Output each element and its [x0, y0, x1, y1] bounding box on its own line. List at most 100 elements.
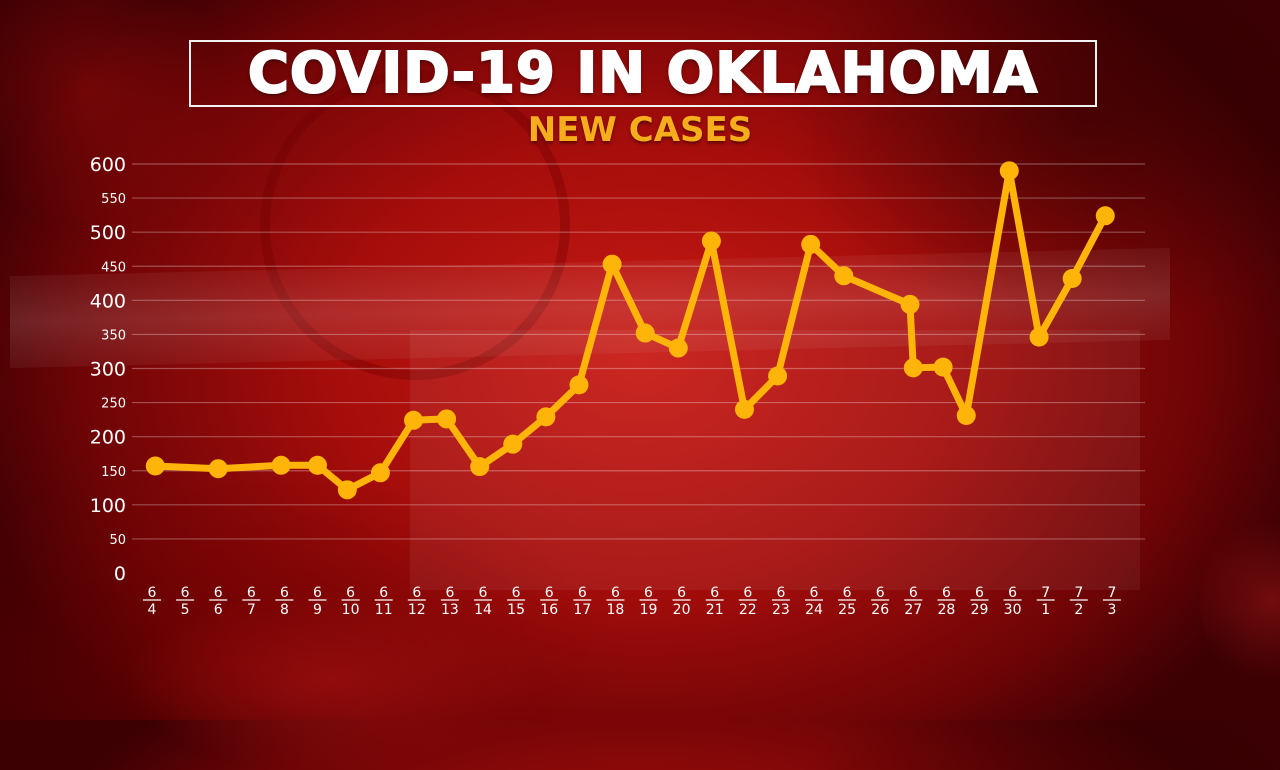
x-tick-label-day: 23 [772, 602, 790, 618]
x-tick-label-month: 6 [512, 585, 521, 601]
data-point [370, 463, 390, 483]
x-tick-label-day: 11 [375, 602, 393, 618]
x-tick-label-day: 29 [971, 602, 989, 618]
x-tick-label-day: 4 [148, 602, 157, 618]
x-tick-label-day: 14 [474, 602, 492, 618]
x-tick-label-month: 6 [313, 585, 322, 601]
x-tick-label-day: 17 [573, 602, 591, 618]
x-tick-label-month: 6 [181, 585, 190, 601]
x-tick-label-day: 25 [838, 602, 856, 618]
data-point [701, 231, 721, 251]
x-tick-label-day: 6 [214, 602, 223, 618]
data-point [635, 323, 655, 343]
data-point [602, 254, 622, 274]
x-tick-label-day: 9 [313, 602, 322, 618]
x-tick-label-day: 5 [181, 602, 190, 618]
x-tick-label-day: 19 [640, 602, 658, 618]
y-tick-label: 500 [90, 222, 126, 244]
background-virus-shape [260, 70, 570, 380]
y-tick-label: 200 [90, 427, 126, 449]
x-tick-label-month: 6 [412, 585, 421, 601]
data-point [1095, 206, 1115, 226]
y-tick-label: 50 [109, 533, 126, 548]
x-tick-label-month: 7 [1041, 585, 1050, 601]
x-tick-label-month: 6 [743, 585, 752, 601]
x-tick-label-month: 6 [710, 585, 719, 601]
x-tick-label-month: 6 [445, 585, 454, 601]
y-tick-label: 150 [101, 465, 126, 480]
data-point [768, 366, 788, 386]
x-tick-label-day: 3 [1107, 602, 1116, 618]
y-tick-label: 350 [101, 328, 126, 343]
data-point [569, 375, 589, 395]
x-tick-label-month: 6 [545, 585, 554, 601]
x-tick-label-day: 21 [706, 602, 724, 618]
y-tick-label: 250 [101, 397, 126, 412]
x-tick-label-day: 27 [904, 602, 922, 618]
chart-subtitle: NEW CASES [527, 110, 753, 150]
x-tick-label-month: 6 [1008, 585, 1017, 601]
x-tick-label-month: 6 [876, 585, 885, 601]
x-tick-label-day: 28 [937, 602, 955, 618]
data-point [337, 480, 357, 500]
x-tick-label-day: 16 [540, 602, 558, 618]
x-tick-label-month: 6 [776, 585, 785, 601]
data-point [536, 407, 556, 427]
x-tick-label-month: 7 [1107, 585, 1116, 601]
y-tick-label: 100 [90, 495, 126, 517]
data-point [503, 434, 523, 454]
chart-title: COVID-19 IN OKLAHOMA [247, 40, 1039, 107]
x-tick-label-day: 2 [1074, 602, 1083, 618]
x-tick-label-day: 10 [342, 602, 360, 618]
y-tick-label: 400 [90, 290, 126, 312]
x-tick-label-month: 6 [909, 585, 918, 601]
data-point [801, 234, 821, 254]
data-point [271, 455, 291, 475]
x-tick-label-month: 6 [247, 585, 256, 601]
data-point [145, 456, 165, 476]
data-point [403, 410, 423, 430]
data-point [999, 161, 1019, 181]
x-tick-label-day: 13 [441, 602, 459, 618]
data-point [956, 406, 976, 426]
x-tick-label-month: 6 [810, 585, 819, 601]
x-tick-label-day: 22 [739, 602, 757, 618]
x-tick-label-month: 6 [611, 585, 620, 601]
data-point [1029, 327, 1049, 347]
data-point [470, 457, 490, 477]
x-tick-label-month: 6 [379, 585, 388, 601]
x-tick-label-day: 18 [606, 602, 624, 618]
y-tick-label: 0 [114, 563, 126, 585]
x-tick-label-month: 7 [1074, 585, 1083, 601]
data-point [933, 357, 953, 377]
data-point [1062, 269, 1082, 289]
x-tick-label-month: 6 [677, 585, 686, 601]
data-point [668, 338, 688, 358]
x-tick-label-month: 6 [644, 585, 653, 601]
x-tick-label-month: 6 [346, 585, 355, 601]
x-tick-label-month: 6 [843, 585, 852, 601]
data-point [208, 459, 228, 479]
x-tick-label-day: 15 [507, 602, 525, 618]
x-tick-label-day: 8 [280, 602, 289, 618]
data-point [903, 358, 923, 378]
x-tick-label-day: 12 [408, 602, 426, 618]
y-tick-label: 600 [90, 154, 126, 176]
data-point [437, 409, 457, 429]
y-tick-label: 300 [90, 359, 126, 381]
x-tick-label-day: 30 [1004, 602, 1022, 618]
data-point [734, 399, 754, 419]
data-point [834, 266, 854, 286]
x-tick-label-month: 6 [280, 585, 289, 601]
x-tick-label-day: 20 [673, 602, 691, 618]
y-tick-label: 450 [101, 260, 126, 275]
data-point [308, 455, 327, 475]
x-tick-label-day: 7 [247, 602, 256, 618]
series-line [151, 167, 1109, 494]
data-point [900, 294, 920, 314]
x-tick-label-month: 6 [942, 585, 951, 601]
x-tick-label-month: 6 [975, 585, 984, 601]
x-tick-label-month: 6 [148, 585, 157, 601]
x-tick-label-month: 6 [214, 585, 223, 601]
